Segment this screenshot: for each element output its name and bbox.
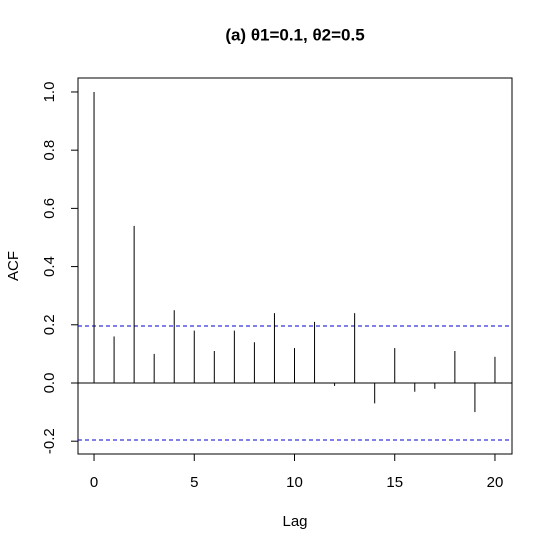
x-tick-label: 5	[190, 474, 198, 491]
x-tick-label: 10	[286, 474, 303, 491]
x-axis-title: Lag	[282, 513, 307, 530]
y-tick-label: -0.2	[41, 428, 58, 454]
chart-title: (a) θ1=0.1, θ2=0.5	[225, 25, 364, 44]
x-tick-label: 0	[90, 474, 98, 491]
y-tick-label: 0.0	[41, 373, 58, 394]
y-tick-label: 0.6	[41, 198, 58, 219]
y-tick-label: 0.4	[41, 256, 58, 277]
y-tick-label: 0.8	[41, 140, 58, 161]
x-tick-label: 20	[487, 474, 504, 491]
plot-box	[77, 77, 513, 455]
y-axis-title: ACF	[5, 251, 22, 281]
y-tick-label: 1.0	[41, 82, 58, 103]
y-tick-label: 0.2	[41, 314, 58, 335]
x-tick-label: 15	[386, 474, 403, 491]
